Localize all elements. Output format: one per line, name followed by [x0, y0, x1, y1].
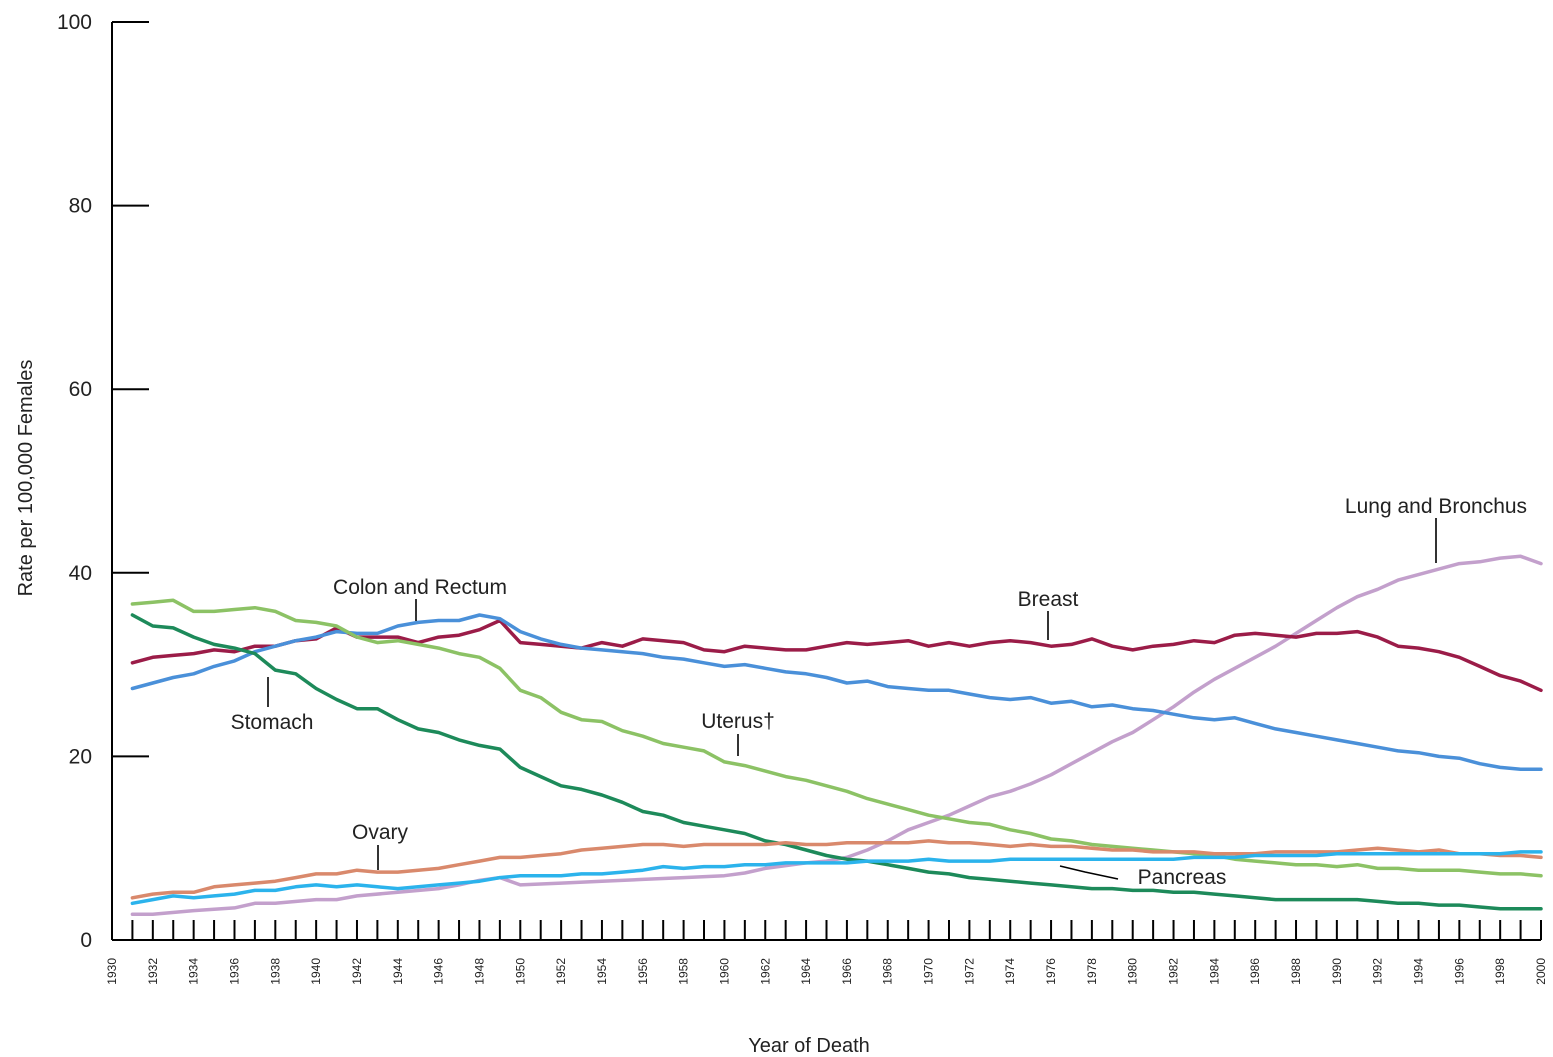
label-leader-line [1059, 865, 1119, 880]
x-tick-label: 1966 [840, 958, 854, 985]
series-line-pancreas [130, 850, 1543, 906]
series-labels: Lung and Bronchus Breast Colon and Rectum S… [231, 495, 1528, 889]
x-tick-label: 1970 [922, 958, 936, 985]
x-tick-label: 1978 [1085, 958, 1099, 985]
series-line-uterus [130, 598, 1543, 878]
y-tick-label: 100 [57, 11, 92, 34]
x-tick-label: 1944 [391, 958, 405, 985]
axes [111, 22, 1541, 941]
x-tick-label: 1952 [554, 958, 568, 985]
x-tick-label: 1974 [1003, 958, 1017, 985]
series-line-lung-and-bronchus [130, 554, 1543, 917]
x-tick-label: 1986 [1248, 958, 1262, 985]
x-tick-label: 1976 [1044, 958, 1058, 985]
x-tick-label: 1968 [881, 958, 895, 985]
label-leaders [267, 518, 1437, 880]
x-tick-label: 2000 [1534, 958, 1548, 985]
x-tick-label: 1940 [309, 958, 323, 985]
x-tick-label: 1994 [1412, 958, 1426, 985]
x-axis-title: Year of Death [748, 1035, 870, 1057]
series-label: Ovary [352, 821, 409, 844]
series-label: Uterus† [701, 710, 775, 733]
series-line-colon-and-rectum [130, 613, 1543, 772]
series-label: Colon and Rectum [333, 576, 507, 599]
x-tick-label: 1964 [799, 958, 813, 985]
series-line-stomach [130, 613, 1543, 911]
x-tick-label: 1932 [146, 958, 160, 985]
x-tick-label: 1950 [513, 958, 527, 985]
x-tick-label: 1984 [1207, 958, 1221, 985]
x-tick-label: 1972 [962, 958, 976, 985]
series-label: Lung and Bronchus [1345, 495, 1527, 518]
x-tick-label: 1934 [187, 958, 201, 985]
x-tick-label: 1990 [1330, 958, 1344, 985]
x-tick-label: 1988 [1289, 958, 1303, 985]
series-line-breast [130, 618, 1543, 693]
x-tick-label: 1942 [350, 958, 364, 985]
y-tick-label: 20 [69, 745, 92, 768]
series-label: Pancreas [1138, 866, 1227, 889]
x-tick-label: 1958 [677, 958, 691, 985]
x-tick-label: 1954 [595, 958, 609, 985]
y-tick-label: 80 [69, 195, 92, 218]
x-tick-label: 1936 [227, 958, 241, 985]
y-ticks: 0 20 40 60 80 100 [57, 11, 149, 952]
series-lines [130, 554, 1543, 917]
x-tick-label: 1930 [105, 958, 119, 985]
y-tick-label: 0 [80, 929, 92, 952]
series-label: Breast [1018, 588, 1079, 611]
x-tick-label: 1956 [636, 958, 650, 985]
x-tick-label: 1960 [717, 958, 731, 985]
x-tick-label: 1992 [1371, 958, 1385, 985]
x-tick-label: 1998 [1493, 958, 1507, 985]
y-tick-label: 60 [69, 378, 92, 401]
x-tick-label: 1946 [432, 958, 446, 985]
y-tick-label: 40 [69, 562, 92, 585]
y-axis-title: Rate per 100,000 Females [15, 360, 37, 597]
x-tick-label: 1980 [1126, 958, 1140, 985]
x-tick-label: 1996 [1452, 958, 1466, 985]
x-ticks: 1930 1932 1934 1936 1938 1940 1942 1944 1946 1948… [105, 920, 1548, 985]
series-line-ovary [130, 839, 1543, 900]
series-label: Stomach [231, 711, 314, 734]
x-tick-label: 1938 [268, 958, 282, 985]
x-tick-label: 1948 [472, 958, 486, 985]
x-tick-label: 1982 [1167, 958, 1181, 985]
x-tick-label: 1962 [758, 958, 772, 985]
